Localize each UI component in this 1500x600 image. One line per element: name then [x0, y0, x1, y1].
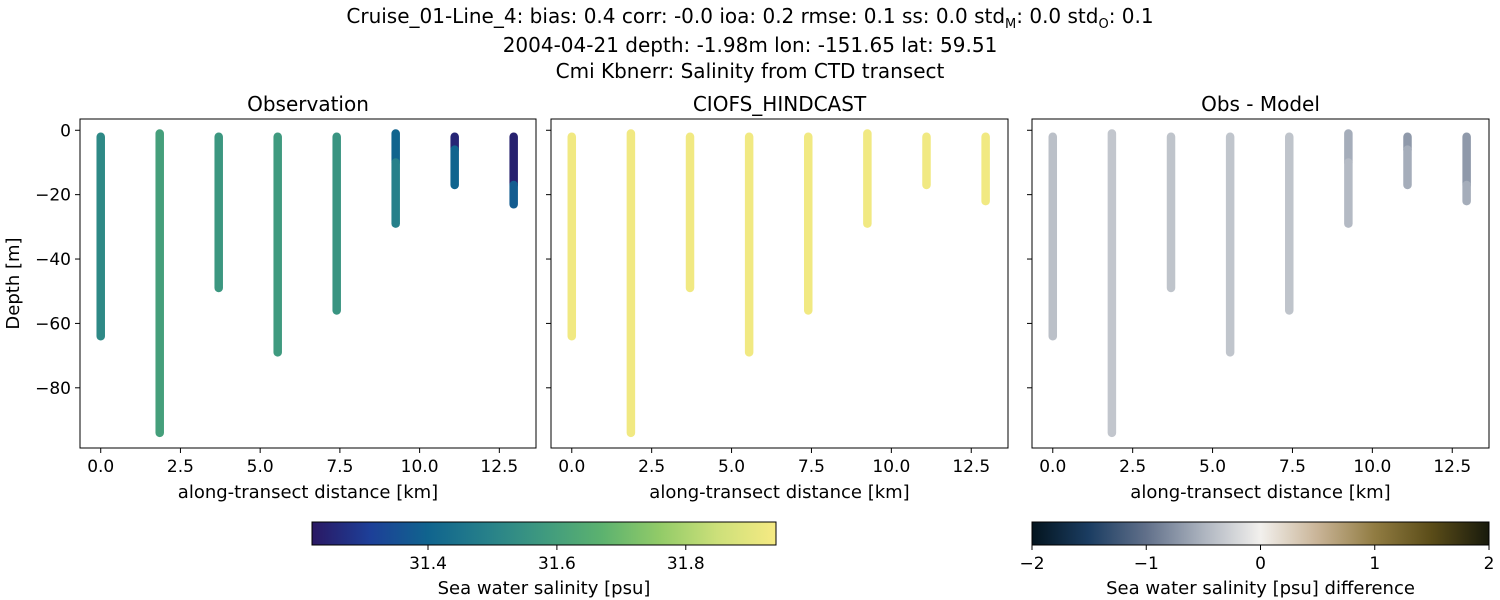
y-tick-label: 0	[60, 121, 71, 141]
x-tick-label: 2.5	[638, 457, 665, 477]
figure-title-line-2: 2004-04-21 depth: -1.98m lon: -151.65 la…	[502, 33, 998, 57]
colorbar-2: −2 −1 0 1 2 Sea water salinity [psu] differen…	[1019, 521, 1495, 599]
colorbar-tick-label: 0	[1255, 554, 1266, 574]
x-tick-label: 5.0	[247, 457, 274, 477]
plot-frame	[79, 118, 537, 449]
y-axis-label: Depth [m]	[3, 237, 24, 329]
colorbar-1: 31.4 31.6 31.8 Sea water salinity [psu]	[311, 521, 777, 599]
y-tick-label: −40	[35, 250, 71, 270]
colorbar-label: Sea water salinity [psu]	[438, 578, 651, 599]
x-axis-label: along-transect distance [km]	[1130, 482, 1390, 503]
colorbar-bar	[1031, 521, 1490, 546]
panel-title: Observation	[247, 92, 369, 116]
figure-title-line-1: Cruise_01-Line_4: bias: 0.4 corr: -0.0 i…	[0, 4, 1500, 37]
plot-frame	[1031, 118, 1490, 449]
colorbar-bar	[311, 521, 777, 546]
y-tick-label: −20	[35, 186, 71, 206]
x-tick-label: 0.0	[558, 457, 585, 477]
x-tick-label: 12.5	[952, 457, 990, 477]
x-tick-label: 12.5	[480, 457, 518, 477]
title-stats-prefix: Cruise_01-Line_4: bias: 0.4 corr: -0.0 i…	[346, 4, 1006, 28]
x-tick-label: 7.5	[798, 457, 825, 477]
x-tick-label: 2.5	[1119, 457, 1146, 477]
x-tick-label: 0.0	[87, 457, 114, 477]
x-tick-label: 10.0	[872, 457, 910, 477]
colorbar-label: Sea water salinity [psu] difference	[1106, 578, 1415, 599]
panel-3: 0.0 2.5 5.0 7.5 10.0 12.5 Obs - Model along-tra…	[1027, 92, 1490, 503]
panel-1: 0.0 2.5 5.0 7.5 10.0 12.5 0 −20 −40 −60 −80 Observa…	[3, 92, 537, 503]
panel-title: CIOFS_HINDCAST	[693, 92, 867, 116]
x-tick-label: 10.0	[1353, 457, 1391, 477]
panel-2: 0.0 2.5 5.0 7.5 10.0 12.5 CIOFS_HINDCAST along-…	[546, 92, 1009, 503]
colorbar-tick-label: 1	[1369, 554, 1380, 574]
y-tick-label: −80	[35, 379, 71, 399]
x-tick-label: 2.5	[167, 457, 194, 477]
colorbar-tick-label: 31.4	[409, 554, 447, 574]
title-sub-m: M	[1005, 17, 1017, 32]
x-axis-label: along-transect distance [km]	[178, 482, 438, 503]
panel-title: Obs - Model	[1201, 92, 1320, 116]
plot-frame	[550, 118, 1009, 449]
colorbar-tick-label: −1	[1134, 554, 1159, 574]
x-tick-label: 0.0	[1039, 457, 1066, 477]
title-stats-suffix: : 0.1	[1108, 4, 1154, 28]
x-tick-label: 10.0	[401, 457, 439, 477]
figure-title-line-3: Cmi Kbnerr: Salinity from CTD transect	[555, 59, 945, 83]
colorbar-tick-label: 31.6	[538, 554, 576, 574]
y-tick-label: −60	[35, 314, 71, 334]
title-stats-mid: : 0.0 std	[1016, 4, 1099, 28]
x-axis-label: along-transect distance [km]	[649, 482, 909, 503]
title-sub-o: O	[1098, 17, 1109, 32]
colorbar-tick-label: −2	[1019, 554, 1044, 574]
x-tick-label: 5.0	[1199, 457, 1226, 477]
x-tick-label: 5.0	[718, 457, 745, 477]
x-tick-label: 7.5	[326, 457, 353, 477]
colorbar-tick-label: 2	[1484, 554, 1495, 574]
colorbar-tick-label: 31.8	[667, 554, 705, 574]
x-tick-label: 7.5	[1279, 457, 1306, 477]
x-tick-label: 12.5	[1433, 457, 1471, 477]
